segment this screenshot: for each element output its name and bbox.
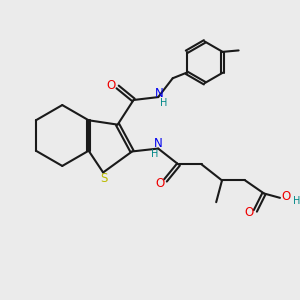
Text: H: H bbox=[151, 149, 158, 159]
Text: O: O bbox=[106, 79, 116, 92]
Text: N: N bbox=[154, 137, 163, 150]
Text: H: H bbox=[293, 196, 300, 206]
Text: S: S bbox=[100, 172, 107, 185]
Text: O: O bbox=[155, 177, 164, 190]
Text: O: O bbox=[244, 206, 254, 219]
Text: H: H bbox=[160, 98, 167, 109]
Text: O: O bbox=[281, 190, 290, 203]
Text: N: N bbox=[155, 87, 164, 100]
